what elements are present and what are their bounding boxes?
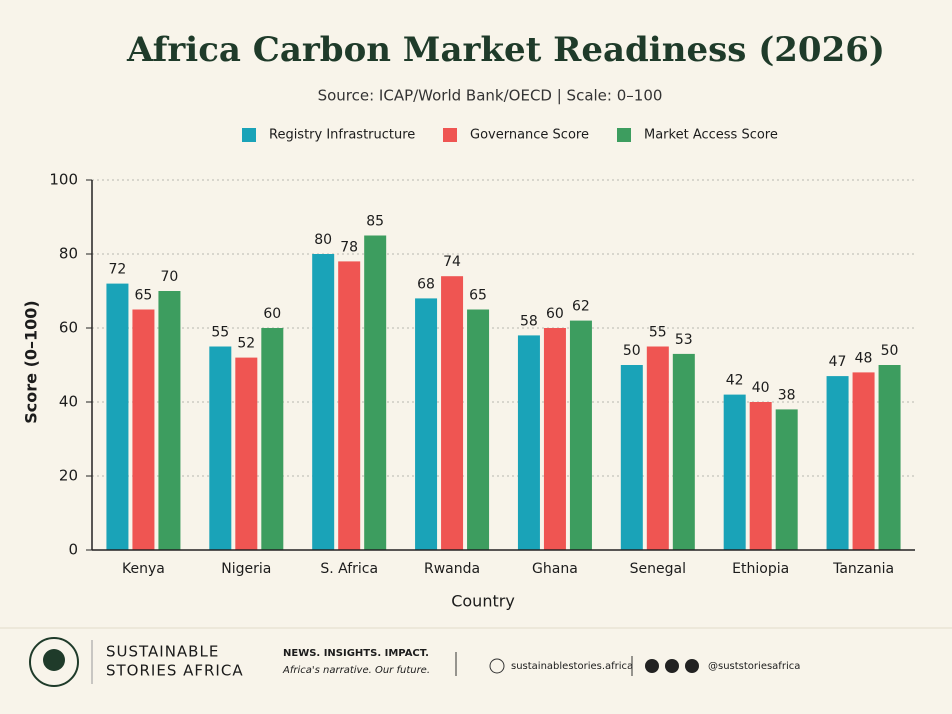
brand-name: STORIES AFRICA	[106, 662, 244, 680]
tagline: NEWS. INSIGHTS. IMPACT.	[283, 648, 429, 659]
globe-icon	[489, 658, 505, 674]
data-label: 55	[649, 325, 667, 341]
bar	[261, 328, 284, 550]
legend-swatch	[443, 128, 457, 142]
bar	[364, 235, 387, 550]
y-tick-label: 60	[59, 319, 78, 337]
bar	[672, 353, 695, 550]
bar	[338, 261, 361, 550]
chart-title: Africa Carbon Market Readiness (2026)	[126, 30, 885, 70]
bar	[106, 283, 129, 550]
y-tick-label: 80	[59, 245, 78, 263]
data-label: 85	[366, 214, 384, 230]
data-label: 72	[109, 262, 127, 278]
bar	[723, 394, 746, 550]
bar	[826, 376, 849, 550]
data-label: 78	[340, 239, 358, 255]
legend-swatch	[242, 128, 256, 142]
legend-label: Registry Infrastructure	[269, 128, 415, 143]
x-axis-label: Country	[451, 592, 515, 611]
data-label: 68	[417, 276, 435, 292]
data-label: 50	[881, 343, 899, 359]
bar	[543, 328, 566, 550]
data-label: 52	[237, 336, 255, 352]
x-icon[interactable]	[665, 659, 679, 673]
bar	[517, 335, 540, 550]
bar	[209, 346, 232, 550]
data-label: 53	[675, 332, 693, 348]
data-label: 55	[211, 325, 229, 341]
linkedin-icon[interactable]	[645, 659, 659, 673]
x-tick-label: Nigeria	[221, 561, 271, 577]
data-label: 74	[443, 254, 461, 270]
y-tick-label: 0	[68, 541, 78, 559]
chart-subtitle: Source: ICAP/World Bank/OECD | Scale: 0–…	[318, 87, 663, 105]
data-label: 47	[829, 354, 847, 370]
data-label: 60	[263, 306, 281, 322]
instagram-icon[interactable]	[685, 659, 699, 673]
x-tick-label: Rwanda	[424, 561, 480, 577]
x-tick-label: Kenya	[122, 561, 165, 577]
data-label: 65	[469, 288, 487, 304]
legend-label: Market Access Score	[644, 128, 778, 143]
data-label: 40	[752, 380, 770, 396]
bar	[569, 320, 592, 550]
slogan: Africa's narrative. Our future.	[282, 665, 430, 676]
data-label: 70	[161, 269, 179, 285]
bar	[132, 309, 155, 550]
data-label: 60	[546, 306, 564, 322]
footer: SUSTAINABLE STORIES AFRICA NEWS. INSIGHT…	[0, 627, 952, 687]
bar	[467, 309, 490, 550]
x-tick-label: Ethiopia	[732, 561, 789, 577]
data-label: 42	[726, 373, 744, 389]
handle: @suststoriesafrica	[708, 661, 800, 672]
website: sustainablestories.africa	[511, 661, 633, 672]
bar	[620, 365, 643, 550]
x-tick-label: Ghana	[532, 561, 578, 577]
bar	[415, 298, 438, 550]
bar	[878, 365, 901, 550]
bar	[646, 346, 669, 550]
data-label: 80	[314, 232, 332, 248]
legend-swatch	[617, 128, 631, 142]
x-tick-label: Tanzania	[832, 561, 894, 577]
data-label: 65	[135, 288, 153, 304]
bar	[749, 402, 772, 550]
bar	[852, 372, 875, 550]
bar	[158, 291, 181, 550]
y-tick-label: 20	[59, 467, 78, 485]
legend-label: Governance Score	[470, 128, 589, 143]
x-tick-label: Senegal	[630, 561, 686, 577]
bar	[775, 409, 798, 550]
bar	[441, 276, 464, 550]
y-tick-label: 40	[59, 393, 78, 411]
bar	[312, 254, 335, 550]
data-label: 58	[520, 313, 538, 329]
logo	[29, 637, 79, 687]
data-label: 50	[623, 343, 641, 359]
logo-mark	[43, 649, 65, 671]
data-label: 62	[572, 299, 590, 315]
bar	[235, 357, 258, 550]
brand-name: SUSTAINABLE	[106, 643, 219, 661]
y-axis-label: Score (0–100)	[22, 300, 41, 423]
data-label: 48	[855, 350, 873, 366]
y-tick-label: 100	[49, 171, 78, 189]
x-tick-label: S. Africa	[320, 561, 378, 577]
data-label: 38	[778, 387, 796, 403]
